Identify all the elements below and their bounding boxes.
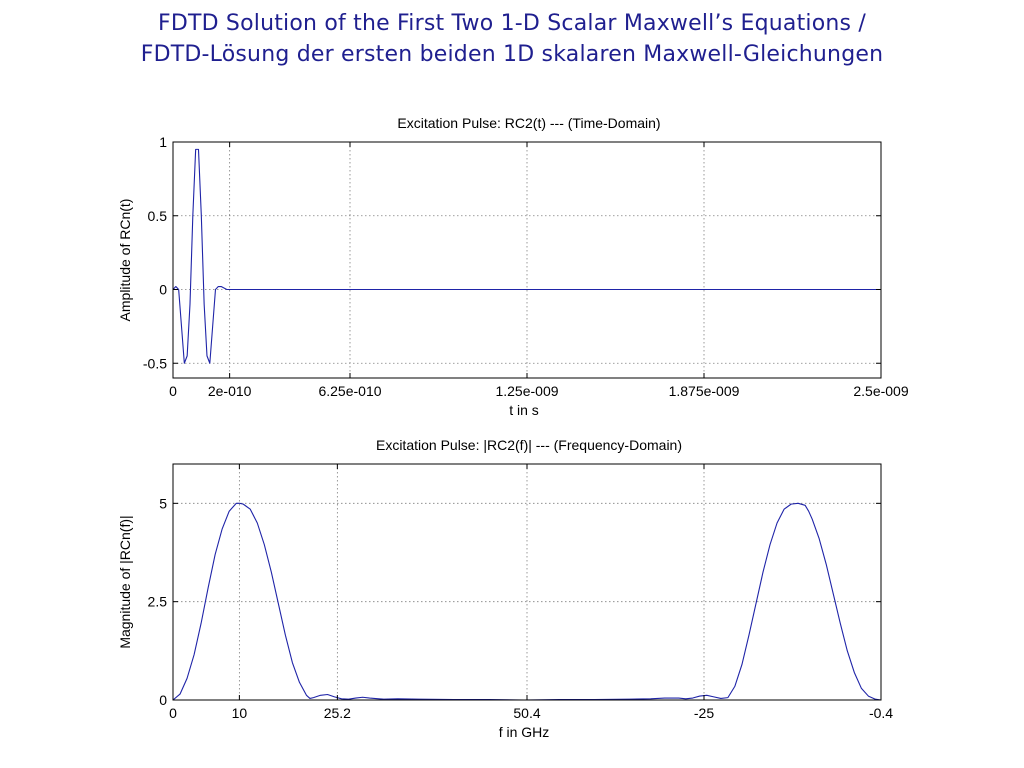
chart1-ytick-label-1: 0.5 <box>148 208 168 224</box>
slide-title: FDTD Solution of the First Two 1-D Scala… <box>0 8 1024 70</box>
chart1-ytick-label-0: 1 <box>159 134 167 150</box>
chart2-xlabel: f in GHz <box>499 724 550 740</box>
chart2-xtick-label-2: 25.2 <box>324 705 351 721</box>
chart1-ytick-label-2: 0 <box>159 282 167 298</box>
slide-title-line1: FDTD Solution of the First Two 1-D Scala… <box>157 11 867 36</box>
chart2-xtick-label-0: 0 <box>169 705 177 721</box>
chart1-ytick-label-3: -0.5 <box>143 355 167 371</box>
chart2-ytick-label-0: 5 <box>159 495 167 511</box>
chart1-xtick-label-3: 1.25e-009 <box>495 383 558 399</box>
chart2-xtick-label-1: 10 <box>232 705 248 721</box>
chart1-xtick-label-0: 0 <box>169 383 177 399</box>
chart1-xtick-label-5: 2.5e-009 <box>853 383 908 399</box>
chart2-xtick-label-3: 50.4 <box>513 705 540 721</box>
chart1-xtick-label-2: 6.25e-010 <box>318 383 381 399</box>
chart1-xtick-label-1: 2e-010 <box>208 383 252 399</box>
chart1-xlabel: t in s <box>509 402 539 418</box>
chart2-title: Excitation Pulse: |RC2(f)| --- (Frequenc… <box>376 437 682 453</box>
chart2-ytick-label-2: 0 <box>159 692 167 708</box>
chart2-xtick-label-4: -25 <box>694 705 714 721</box>
chart1-ylabel: Amplitude of RCn(t) <box>117 199 133 322</box>
chart2-ylabel: Magnitude of |RCn(f)| <box>117 515 133 648</box>
slide-title-line2: FDTD-Lösung der ersten beiden 1D skalare… <box>140 42 884 67</box>
chart1-xtick-label-4: 1.875e-009 <box>669 383 740 399</box>
chart2-ytick-label-1: 2.5 <box>148 594 168 610</box>
chart1-series-line-0 <box>172 148 881 364</box>
chart1-title: Excitation Pulse: RC2(t) --- (Time-Domai… <box>397 115 660 131</box>
chart2-xtick-label-5: -0.4 <box>869 705 893 721</box>
